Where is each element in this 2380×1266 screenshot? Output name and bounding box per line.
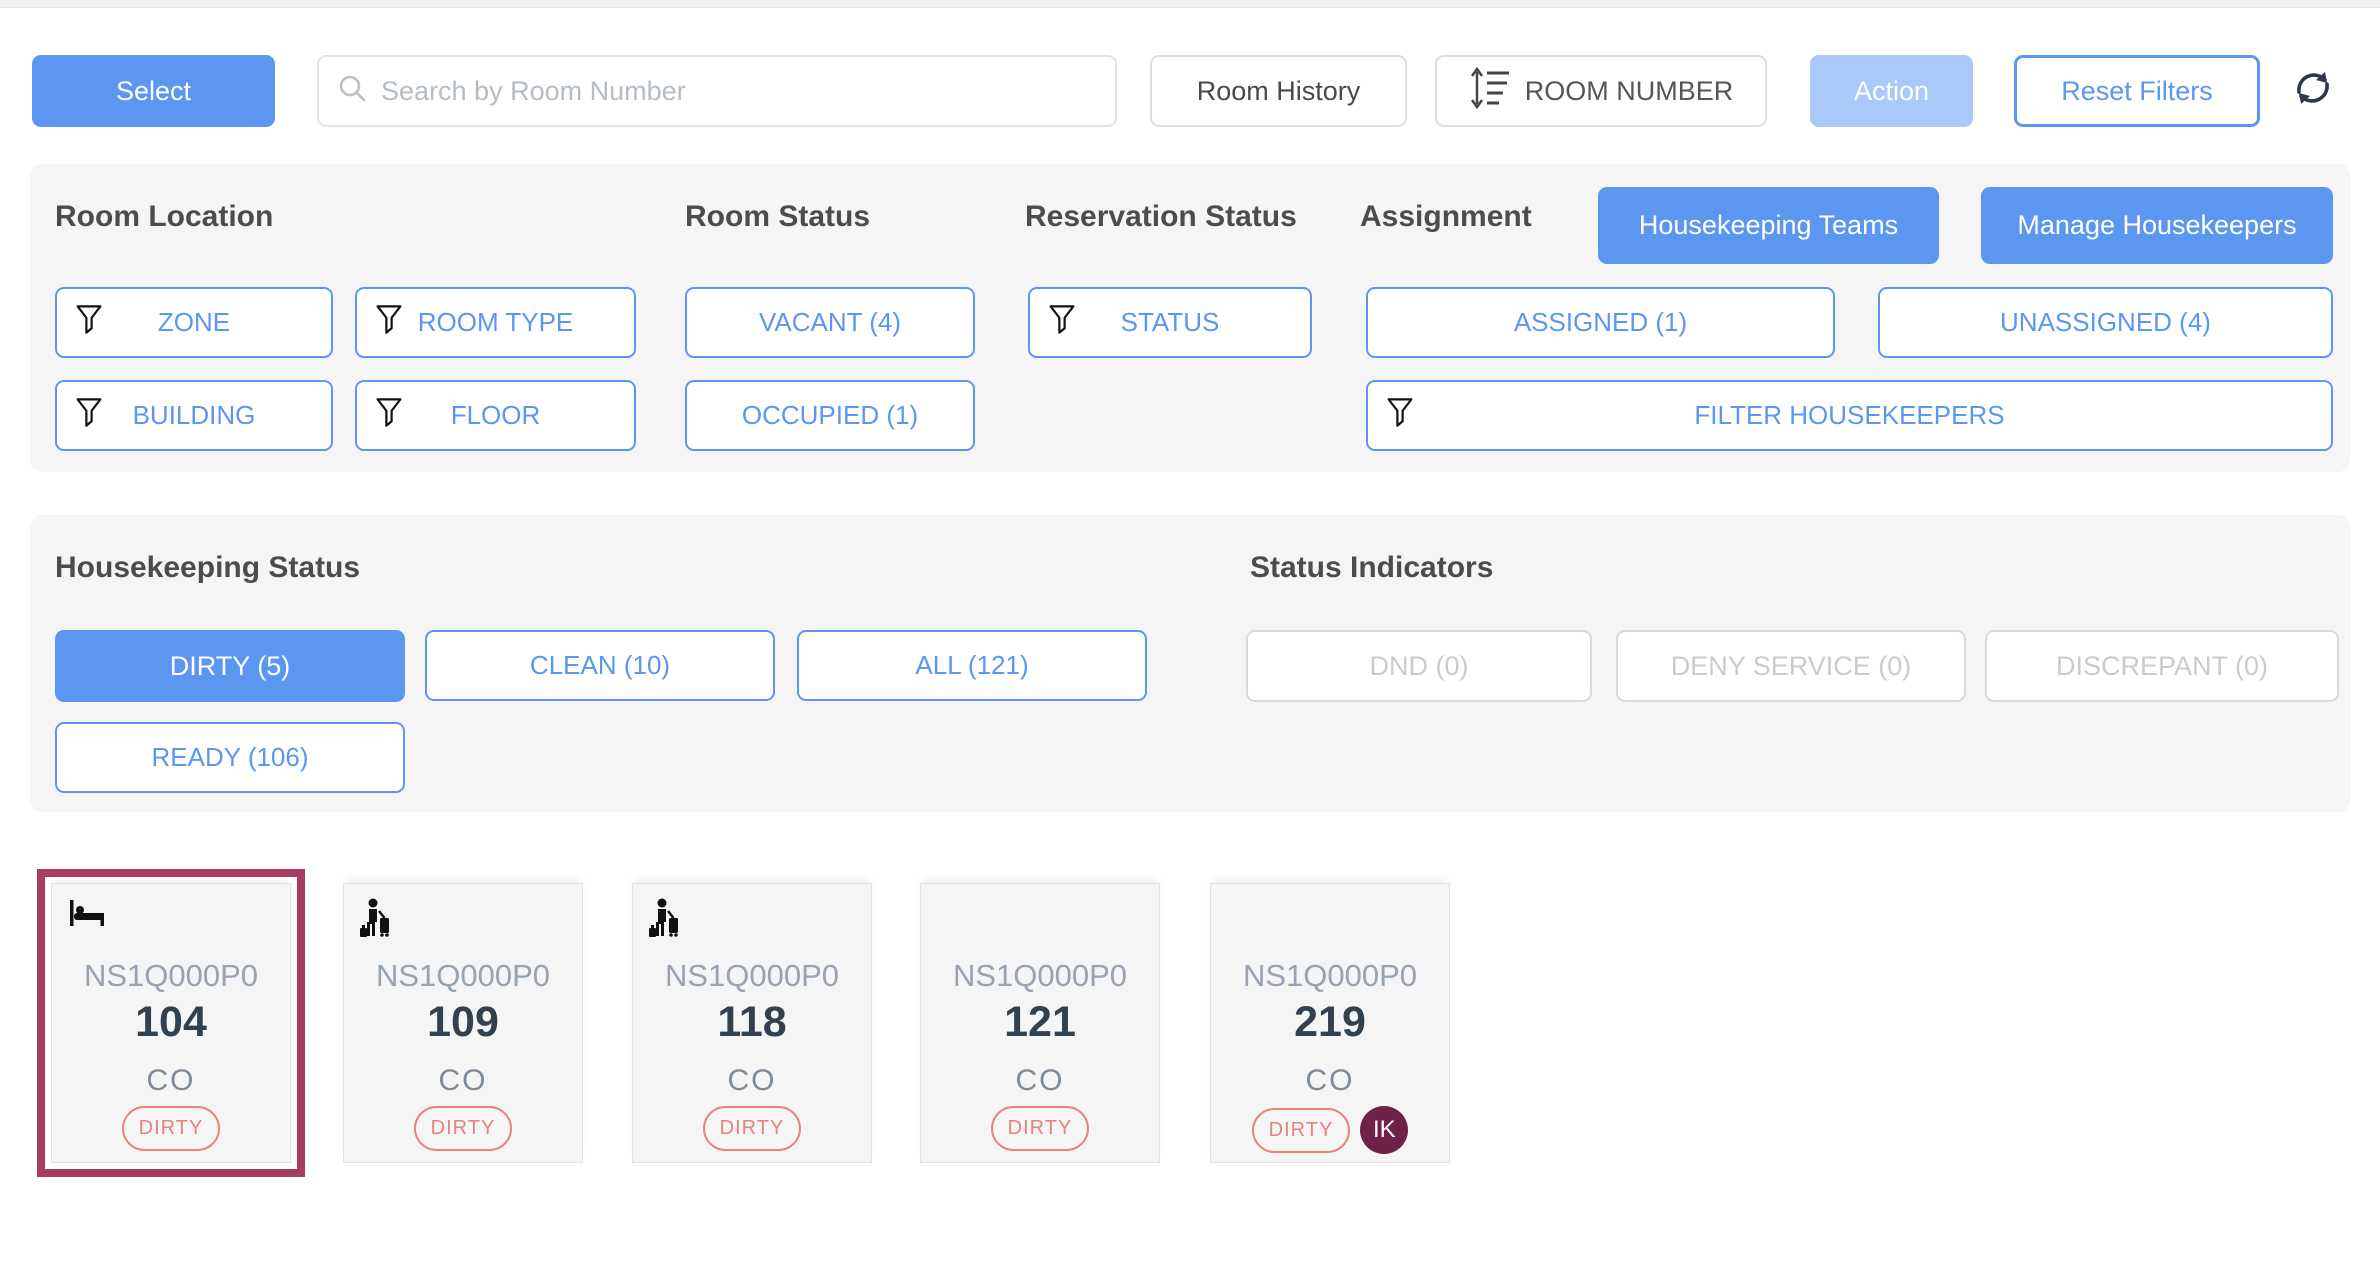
room-card-219[interactable]: NS1Q000P0 219 CO DIRTY IK [1210, 883, 1450, 1163]
filter-housekeepers-label: FILTER HOUSEKEEPERS [1694, 400, 2005, 430]
status-indicators-heading: Status Indicators [1250, 551, 1494, 584]
unassigned-filter-button[interactable]: UNASSIGNED (4) [1878, 287, 2333, 358]
deny-service-indicator-button[interactable]: DENY SERVICE (0) [1616, 630, 1966, 702]
zone-filter-button[interactable]: ZONE [55, 287, 333, 358]
room-status-heading: Room Status [685, 200, 871, 233]
reservation-status: CO [1305, 1064, 1355, 1097]
refresh-icon [2287, 62, 2339, 121]
room-card-121[interactable]: NS1Q000P0 121 CO DIRTY [920, 883, 1160, 1163]
reservation-status: CO [727, 1064, 777, 1097]
filter-funnel-icon [75, 396, 103, 435]
room-number: 118 [717, 998, 787, 1046]
dirty-status-badge: DIRTY [121, 1106, 221, 1151]
assignment-heading: Assignment [1360, 200, 1532, 233]
housekeeper-initials-badge: IK [1360, 1106, 1409, 1154]
dnd-indicator-button[interactable]: DND (0) [1246, 630, 1592, 702]
housekeeping-teams-button[interactable]: Housekeeping Teams [1598, 187, 1939, 264]
vacant-filter-button[interactable]: VACANT (4) [685, 287, 975, 358]
reservation-status: CO [1015, 1064, 1065, 1097]
housekeeping-status-heading: Housekeeping Status [55, 551, 361, 584]
sort-amount-icon [1469, 65, 1511, 118]
filter-funnel-icon [1048, 303, 1076, 342]
room-number: 121 [1004, 998, 1076, 1046]
room-number: 109 [427, 998, 499, 1046]
all-filter-button[interactable]: ALL (121) [797, 630, 1147, 701]
dirty-status-badge: DIRTY [702, 1106, 802, 1151]
room-type-filter-label: ROOM TYPE [417, 307, 574, 337]
housekeeping-status-panel: Housekeeping Status Status Indicators DI… [30, 515, 2350, 812]
room-type-code: NS1Q000P0 [952, 958, 1128, 993]
reservation-status: CO [146, 1064, 196, 1097]
guest-with-luggage-icon [360, 898, 394, 945]
room-type-code: NS1Q000P0 [1242, 958, 1418, 993]
assigned-filter-button[interactable]: ASSIGNED (1) [1366, 287, 1835, 358]
select-button[interactable]: Select [32, 55, 275, 127]
ready-filter-button[interactable]: READY (106) [55, 722, 405, 793]
guest-with-luggage-icon [649, 898, 683, 945]
refresh-button[interactable] [2282, 60, 2344, 122]
search-input[interactable] [379, 74, 1083, 108]
selected-room-card-outline: NS1Q000P0 104 CO DIRTY [37, 869, 305, 1177]
filter-funnel-icon [75, 303, 103, 342]
room-number: 104 [135, 998, 207, 1046]
room-card-118[interactable]: NS1Q000P0 118 CO DIRTY [632, 883, 872, 1163]
room-card-104[interactable]: NS1Q000P0 104 CO DIRTY [51, 883, 291, 1163]
action-button[interactable]: Action [1810, 55, 1973, 127]
filter-housekeepers-button[interactable]: FILTER HOUSEKEEPERS [1366, 380, 2333, 451]
room-history-button[interactable]: Room History [1150, 55, 1407, 127]
building-filter-label: BUILDING [132, 400, 256, 430]
room-type-code: NS1Q000P0 [83, 958, 259, 993]
reservation-status: CO [438, 1064, 488, 1097]
discrepant-indicator-button[interactable]: DISCREPANT (0) [1985, 630, 2339, 702]
zone-filter-label: ZONE [157, 307, 231, 337]
bed-icon [68, 898, 108, 933]
occupied-filter-button[interactable]: OCCUPIED (1) [685, 380, 975, 451]
dirty-status-badge: DIRTY [990, 1106, 1090, 1151]
room-card-109[interactable]: NS1Q000P0 109 CO DIRTY [343, 883, 583, 1163]
top-border-strip [0, 0, 2380, 8]
reservation-status-filter-button[interactable]: STATUS [1028, 287, 1312, 358]
clean-filter-button[interactable]: CLEAN (10) [425, 630, 775, 701]
search-icon [337, 73, 367, 110]
room-location-heading: Room Location [55, 200, 274, 233]
reservation-status-heading: Reservation Status [1025, 200, 1297, 233]
room-type-filter-button[interactable]: ROOM TYPE [355, 287, 636, 358]
room-number: 219 [1294, 998, 1366, 1046]
sort-by-label: ROOM NUMBER [1524, 75, 1734, 106]
room-search-box[interactable] [317, 55, 1117, 127]
filters-panel: Room Location Room Status Reservation St… [30, 164, 2350, 472]
room-type-code: NS1Q000P0 [375, 958, 551, 993]
filter-funnel-icon [1386, 396, 1414, 435]
reset-filters-button[interactable]: Reset Filters [2014, 55, 2260, 127]
dirty-status-badge: DIRTY [1251, 1107, 1351, 1153]
building-filter-button[interactable]: BUILDING [55, 380, 333, 451]
reservation-status-filter-label: STATUS [1120, 307, 1220, 337]
manage-housekeepers-button[interactable]: Manage Housekeepers [1981, 187, 2333, 264]
sort-by-button[interactable]: ROOM NUMBER [1435, 55, 1767, 127]
filter-funnel-icon [375, 303, 403, 342]
filter-funnel-icon [375, 396, 403, 435]
dirty-filter-button[interactable]: DIRTY (5) [55, 630, 405, 702]
floor-filter-label: FLOOR [450, 400, 541, 430]
dirty-status-badge: DIRTY [413, 1106, 513, 1151]
room-type-code: NS1Q000P0 [664, 958, 840, 993]
floor-filter-button[interactable]: FLOOR [355, 380, 636, 451]
